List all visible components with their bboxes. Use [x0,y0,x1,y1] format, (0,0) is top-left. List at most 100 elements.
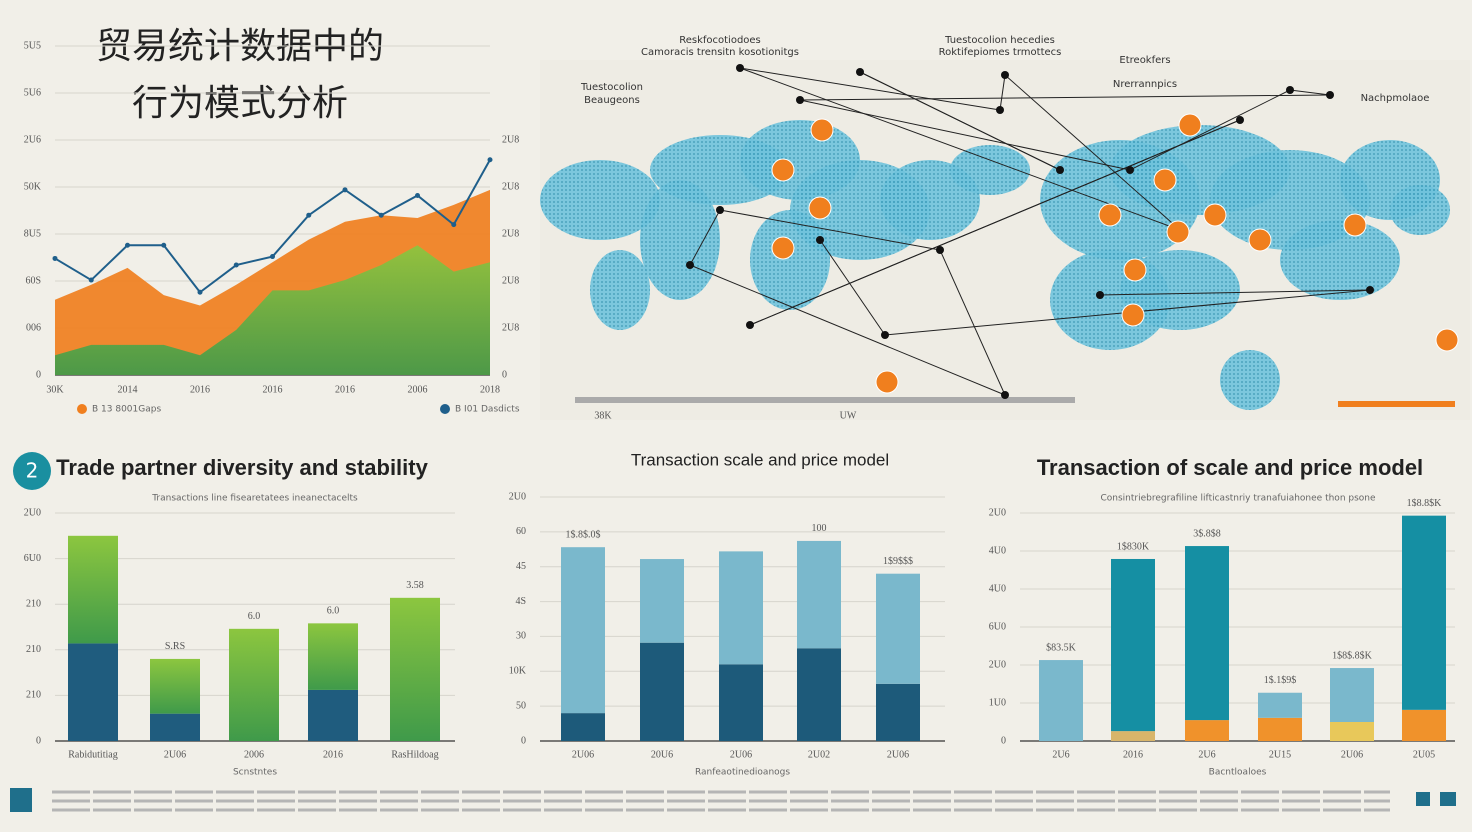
route [1129,89,1291,171]
y-tick-label: 5U5 [24,40,41,51]
y-tick-label: 60S [25,275,41,286]
footer [10,788,1456,812]
bar-label: 100 [812,523,827,534]
y-tick-label: 4U0 [989,583,1006,594]
chart-title: Transaction scale and price model [631,450,889,469]
bar-segment [876,573,920,684]
x-tick-label: 2U06 [164,749,186,760]
bar-label: 3$.8$8 [1193,528,1221,539]
point [451,222,457,228]
y-tick-label: 210 [26,598,41,609]
y2-tick-label: 2U8 [502,228,519,239]
x-tick-label: 2006 [244,749,264,760]
x-tick-label: 2U06 [572,749,594,760]
bar-segment [1111,558,1155,732]
bar-label: 6.0 [327,606,340,617]
point [161,242,167,248]
bar-segment [1111,731,1155,741]
node [1001,391,1009,399]
node [1236,116,1244,124]
x-tick-label: 2U6 [1198,749,1215,760]
bar-label: 1$8.8$K [1407,498,1443,509]
x-tick-label: 2016 [323,749,343,760]
x-tick-label: 2016 [335,384,355,395]
y-tick-label: 4S [515,596,526,607]
map-label: Nrerrannpics [1113,79,1177,90]
point [306,212,312,218]
hub [808,196,832,220]
hub [1435,328,1459,352]
node [856,68,864,76]
node [736,64,744,72]
legend-swatch [440,404,450,414]
y-tick-label: 210 [26,690,41,701]
node [1286,86,1294,94]
land [590,250,650,330]
x-tick-label: RasHildoag [391,749,438,760]
x-tick-label: 2016 [190,384,210,395]
map-axis-label: UW [840,410,857,421]
node [796,96,804,104]
y-tick-label: 0 [1001,735,1006,746]
bar-segment [68,643,118,741]
bar-label: $83.5K [1046,642,1077,653]
route [859,71,1061,171]
map-label: Tuestocolion hecedies [944,35,1055,46]
hub [810,118,834,142]
bar-segment [1330,668,1374,722]
footer-icon [10,788,32,812]
land [1390,185,1450,235]
bar-segment [1258,717,1302,741]
node [746,321,754,329]
y-tick-label: 6U0 [989,621,1006,632]
node [1001,71,1009,79]
bar-segment [150,713,200,741]
route [719,209,941,251]
x-tick-label: 2016 [1123,749,1143,760]
y-tick-label: 60 [516,526,526,537]
bar-segment [308,623,358,690]
point [342,187,348,193]
y-tick-label: 30 [516,631,526,642]
bar-label: 1$830K [1117,541,1150,552]
x-tick-label: 2U06 [730,749,752,760]
y-tick-label: 10K [509,666,527,677]
point [125,242,130,248]
route [819,239,886,336]
point [487,157,493,163]
route [1289,89,1331,96]
node [1096,291,1104,299]
node [881,331,889,339]
point [378,212,384,218]
chart-subtitle: Consintriebregrafiline lifticastnriy tra… [1100,494,1376,504]
x-tick-label: 2016 [263,384,283,395]
node [1326,91,1334,99]
bar-segment [797,648,841,741]
route [999,74,1006,111]
land [640,180,720,300]
y-tick-label: 0 [36,369,41,380]
legend-label: B 13 8001Gaps [92,405,161,415]
land [950,145,1030,195]
map-label: Beaugeons [584,95,640,106]
bar-segment [308,689,358,741]
y-tick-label: 2U0 [989,659,1006,670]
bar-segment [719,664,763,741]
route [1099,289,1371,296]
bar-label: 1$9$$$ [883,556,913,567]
section-badge [13,452,51,490]
hub [875,370,899,394]
x-tick-label: 2014 [118,384,138,395]
y-tick-label: 50 [516,700,526,711]
x-axis-label: Ranfeaotinedioanogs [695,768,790,778]
bar-label: 1$.1$9$ [1264,675,1297,686]
x-axis-label: Bacntloaloes [1209,768,1267,778]
bar-label: S.RS [165,641,185,652]
footer-icon [1440,792,1456,806]
y-tick-label: 0 [521,735,526,746]
bar-segment [1185,720,1229,741]
map-label: Reskfocotiodoes [679,35,761,46]
bar-segment [640,559,684,643]
map-label: Tuestocolion [580,82,643,93]
